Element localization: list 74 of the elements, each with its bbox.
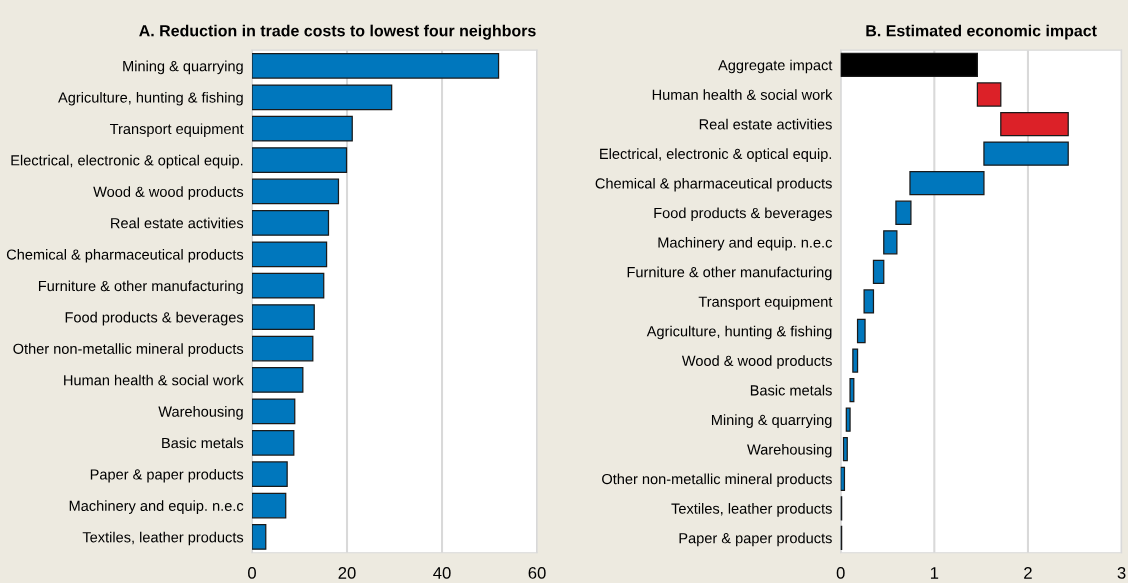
- y-tick-label: Electrical, electronic & optical equip.: [600, 148, 832, 162]
- y-tick-label: Textiles, leather products: [671, 503, 832, 517]
- bar: [252, 241, 328, 268]
- y-tick-label: Other non-metallic mineral products: [13, 343, 244, 357]
- y-tick-label: Warehousing: [747, 443, 832, 458]
- bar: [252, 115, 353, 142]
- y-tick-label: Paper & paper products: [90, 468, 244, 483]
- y-tick-label: Agriculture, hunting & fishing: [58, 91, 243, 106]
- y-tick-label: Paper & paper products: [679, 532, 832, 547]
- y-tick-label: Mining & quarrying: [123, 60, 243, 75]
- y-tick-label: Human health & social work: [652, 89, 833, 100]
- bar: [849, 377, 855, 403]
- y-tick-label: Machinery and equip. n.e.c: [69, 500, 244, 514]
- x-tick-label: 0: [248, 567, 256, 579]
- bar: [252, 210, 330, 236]
- y-tick-label: Transport equipment: [698, 296, 833, 310]
- y-tick-label: Machinery and equip. n.e.c: [658, 237, 832, 251]
- bar: [842, 437, 848, 462]
- bar: [252, 304, 315, 330]
- bar: [252, 367, 304, 393]
- x-tick-label: 20: [338, 567, 356, 579]
- y-tick-label: Chemical & pharmaceutical products: [595, 177, 832, 192]
- y-tick-label: Agriculture, hunting & fishing: [646, 325, 832, 340]
- y-tick-label: Chemical & pharmaceutical products: [6, 249, 244, 263]
- y-tick-label: Transport equipment: [109, 123, 244, 137]
- bar: [883, 230, 898, 255]
- bar: [840, 466, 846, 491]
- y-tick-label: Basic metals: [162, 437, 244, 449]
- y-tick-label: Real estate activities: [699, 118, 832, 130]
- bar: [845, 407, 851, 432]
- y-tick-label: Human health & social work: [64, 374, 244, 386]
- y-tick-label: Other non-metallic mineral products: [602, 473, 832, 488]
- y-tick-label: Food products & beverages: [65, 311, 244, 326]
- x-tick-label: 2: [1024, 567, 1032, 579]
- bar: [252, 461, 288, 488]
- y-tick-label: Furniture & other manufacturing: [627, 266, 832, 281]
- bar: [840, 52, 979, 78]
- x-tick-label: 0: [836, 567, 845, 579]
- bar: [1000, 111, 1069, 137]
- y-tick-label: Furniture & other manufacturing: [38, 280, 243, 295]
- chart-title: B. Estimated economic impact: [866, 24, 1097, 40]
- y-tick-label: Food products & beverages: [654, 207, 832, 222]
- bar: [252, 272, 325, 299]
- y-tick-label: Textiles, leather products: [82, 531, 244, 546]
- x-tick-label: 3: [1117, 567, 1126, 579]
- bar: [976, 82, 1002, 107]
- chart-title: A. Reduction in trade costs to lowest four neighbors: [139, 24, 536, 40]
- bar: [252, 429, 295, 456]
- y-tick-label: Warehousing: [158, 406, 243, 420]
- y-tick-label: Real estate activities: [111, 217, 244, 229]
- y-tick-label: Wood & wood products: [93, 186, 244, 200]
- bar: [909, 171, 985, 196]
- bar: [252, 398, 296, 425]
- x-tick-label: 60: [528, 567, 546, 579]
- bar: [863, 289, 875, 314]
- bar: [895, 200, 912, 225]
- bar: [252, 147, 348, 173]
- bar: [252, 492, 287, 519]
- bar: [252, 335, 314, 362]
- y-tick-label: Basic metals: [750, 384, 832, 396]
- bar: [252, 84, 393, 111]
- bar: [252, 52, 500, 79]
- y-tick-label: Aggregate impact: [718, 59, 833, 74]
- y-tick-label: Electrical, electronic & optical equip.: [11, 154, 243, 169]
- y-tick-label: Mining & quarrying: [711, 414, 832, 428]
- bar: [252, 178, 340, 205]
- x-tick-label: 1: [930, 567, 939, 579]
- bar: [852, 348, 859, 373]
- bar: [856, 318, 866, 344]
- bar: [252, 524, 267, 550]
- x-tick-label: 40: [433, 567, 451, 579]
- y-tick-label: Wood & wood products: [681, 355, 832, 369]
- bar: [983, 141, 1069, 166]
- bar: [872, 259, 885, 285]
